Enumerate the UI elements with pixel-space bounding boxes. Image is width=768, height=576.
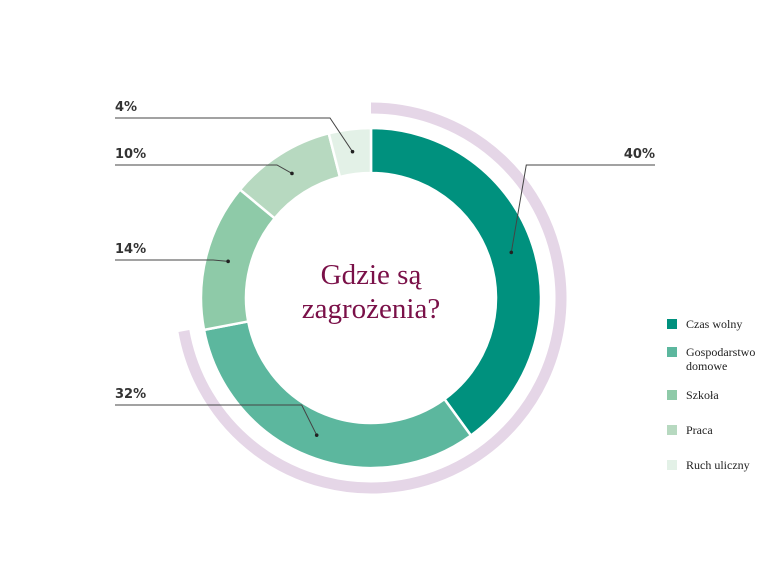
value-label: 10% [115, 147, 146, 162]
value-label: 40% [624, 147, 655, 162]
donut-segment [369, 126, 543, 438]
leader-line [510, 164, 655, 253]
chart-title: Gdzie są zagrożenia? [301, 259, 441, 325]
legend-label: Gospodarstwo domowe [686, 345, 756, 373]
legend-label: Czas wolny [686, 317, 743, 331]
donut-segment [327, 126, 373, 179]
value-label: 32% [115, 387, 146, 402]
legend-swatch [667, 425, 677, 435]
leader-dot [290, 171, 294, 176]
legend-swatch [667, 347, 677, 357]
leader-line [115, 404, 318, 436]
leader-line [115, 117, 353, 152]
leader-dot [350, 149, 355, 154]
legend-entry: Praca [667, 423, 766, 437]
legend-entry: Szkoła [667, 388, 766, 402]
leader-line [115, 164, 293, 174]
value-label: 4% [115, 100, 137, 115]
donut-segment [202, 319, 473, 470]
legend-label: Szkoła [686, 388, 719, 402]
legend-swatch [667, 390, 677, 400]
legend-swatch [667, 319, 677, 329]
legend-entry: Czas wolny [667, 317, 766, 331]
legend-entry: Ruch uliczny [667, 458, 766, 472]
legend-label: Praca [686, 423, 713, 437]
highlight-arc [178, 102, 567, 494]
leader-dot [314, 433, 319, 437]
legend-label: Ruch uliczny [686, 458, 750, 472]
legend-swatch [667, 460, 677, 470]
legend-entry: Gospodarstwo domowe [667, 345, 766, 373]
leader-dot [509, 250, 514, 255]
leader-dot [226, 259, 230, 264]
value-label: 14% [115, 242, 146, 257]
leader-line [115, 259, 229, 262]
